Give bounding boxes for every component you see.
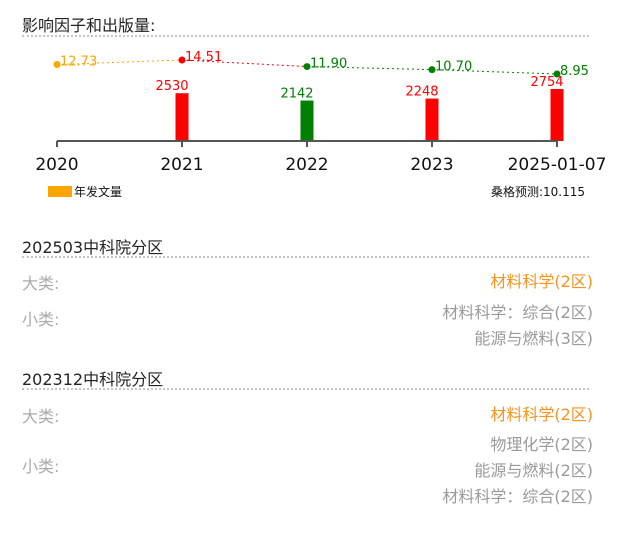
x-tick-label-2023: 2023 bbox=[410, 155, 453, 175]
bar-2025-01-07[interactable] bbox=[550, 89, 564, 141]
cas2025-title: 202503中科院分区 bbox=[22, 238, 164, 257]
line-segment-3 bbox=[431, 69, 558, 75]
impact-title: 影响因子和出版量: bbox=[22, 16, 156, 35]
line-point-2021[interactable] bbox=[178, 56, 186, 64]
bar-label-2023: 2248 bbox=[405, 85, 438, 100]
line-point-2025-01-07[interactable] bbox=[553, 70, 561, 78]
bar-label-2022: 2142 bbox=[280, 87, 313, 102]
cas2023-minor-value-3: 材料科学：综合(2区) bbox=[442, 487, 593, 506]
cas2025-minor-label: 小类: bbox=[22, 310, 60, 329]
legend-label: 年发文量 bbox=[74, 185, 123, 199]
impact-divider bbox=[22, 35, 589, 37]
impact-chart: 2530 2142 2248 2754 12.73 14.51 11.90 10.70 8.9… bbox=[35, 50, 607, 175]
cas2025-minor-value-2: 能源与燃料(3区) bbox=[474, 329, 593, 348]
line-label-2020: 12.73 bbox=[60, 54, 97, 69]
cas2023-minor-label: 小类: bbox=[22, 457, 60, 476]
line-segment-2 bbox=[306, 66, 433, 71]
bar-label-2021: 2530 bbox=[155, 79, 188, 94]
line-segment-0 bbox=[56, 59, 183, 65]
line-label-2022: 11.90 bbox=[310, 57, 347, 72]
prediction-text: 桑格预测:10.115 bbox=[490, 185, 585, 199]
bar-2021[interactable] bbox=[175, 93, 189, 141]
line-label-2025-01-07: 8.95 bbox=[560, 64, 589, 79]
cas2025-divider bbox=[22, 256, 589, 258]
bar-label-2025-01-07: 2754 bbox=[530, 75, 563, 90]
cas2025-minor-value-1: 材料科学：综合(2区) bbox=[442, 303, 593, 322]
line-point-2022[interactable] bbox=[303, 63, 311, 71]
x-tick-label-2025-01-07: 2025-01-07 bbox=[508, 155, 607, 175]
legend[interactable]: 年发文量 bbox=[48, 183, 122, 200]
cas2023-major-value: 材料科学(2区) bbox=[490, 405, 593, 424]
bar-2022[interactable] bbox=[300, 100, 314, 141]
cas2025-major-value: 材料科学(2区) bbox=[490, 272, 593, 291]
x-tick-label-2021: 2021 bbox=[160, 155, 203, 175]
cas2023-divider bbox=[22, 388, 589, 390]
cas2023-major-label: 大类: bbox=[22, 407, 60, 426]
line-segment-1 bbox=[181, 59, 308, 68]
line-point-2023[interactable] bbox=[428, 66, 436, 74]
line-point-2020[interactable] bbox=[53, 60, 61, 68]
line-label-2023: 10.70 bbox=[435, 60, 472, 75]
bar-2023[interactable] bbox=[425, 98, 439, 141]
cas2023-title: 202312中科院分区 bbox=[22, 370, 164, 389]
line-label-2021: 14.51 bbox=[185, 50, 222, 65]
x-tick-label-2020: 2020 bbox=[35, 155, 78, 175]
cas2023-minor-value-2: 能源与燃料(2区) bbox=[474, 461, 593, 480]
x-tick-label-2022: 2022 bbox=[285, 155, 328, 175]
cas2025-major-label: 大类: bbox=[22, 274, 60, 293]
legend-swatch bbox=[48, 186, 72, 197]
cas2023-minor-value-1: 物理化学(2区) bbox=[490, 435, 593, 454]
